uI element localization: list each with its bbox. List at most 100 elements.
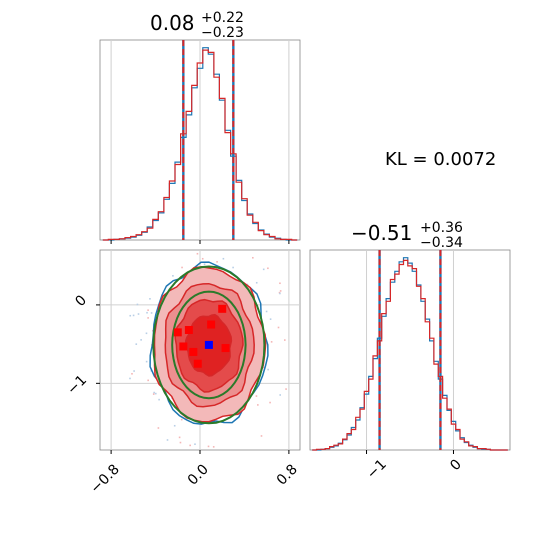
sample-point — [189, 444, 191, 447]
sample-point — [201, 257, 204, 260]
sample-marker — [193, 359, 202, 368]
sample-point — [147, 309, 149, 311]
sample-point — [267, 267, 269, 270]
panel-bottom-left-markers — [173, 304, 230, 368]
p1-title-lower: −0.23 — [201, 25, 244, 41]
sample-point — [267, 368, 269, 371]
panel-bottom-right-grid — [366, 250, 454, 450]
panel-top-left-quantile-lines — [182, 40, 235, 240]
p1-title-value: 0.08 — [150, 11, 195, 35]
sample-point — [212, 446, 215, 448]
bl-x-tick-label: −0.8 — [87, 462, 122, 497]
sample-point — [153, 391, 155, 394]
panel-bottom-right-title: −0.51 — [351, 221, 412, 245]
sample-point — [152, 393, 155, 395]
sample-marker — [179, 342, 188, 351]
sample-point — [263, 366, 265, 369]
sample-point — [146, 311, 148, 314]
sample-point — [149, 298, 151, 300]
sample-point — [232, 266, 234, 269]
panel-top-left-grid — [110, 40, 290, 240]
br-x-tick-label: −1 — [364, 457, 390, 483]
sample-point — [137, 313, 140, 315]
sample-point — [216, 261, 218, 263]
sample-point — [196, 252, 199, 255]
p2-title-value: −0.51 — [351, 221, 412, 245]
sample-point — [180, 418, 183, 421]
sample-point — [147, 317, 149, 319]
panel-top-left-histograms — [102, 47, 298, 241]
sample-point — [129, 314, 132, 317]
sample-point — [270, 341, 273, 343]
sample-marker — [218, 304, 227, 313]
sample-point — [178, 436, 181, 439]
sample-point — [285, 388, 287, 390]
sample-point — [252, 256, 254, 259]
bl-y-tick-label: 0 — [72, 292, 90, 310]
panel-bottom-left-contour — [96, 242, 301, 457]
sample-point — [278, 291, 281, 294]
sample-point — [194, 443, 196, 446]
panel-bottom-right-frame — [309, 249, 511, 451]
sample-point — [279, 282, 281, 285]
sample-point — [158, 398, 160, 401]
sample-point — [279, 394, 282, 396]
sample-point — [269, 318, 272, 320]
sample-point — [157, 427, 160, 429]
sample-point — [136, 303, 139, 306]
sample-point — [129, 377, 131, 380]
sample-point — [135, 343, 138, 345]
kl-annotation: KL = 0.0072 — [385, 149, 496, 170]
sample-marker — [221, 344, 230, 353]
sample-point — [228, 455, 230, 457]
sample-point — [132, 314, 135, 317]
br-x-tick-label: 0 — [447, 457, 465, 475]
sample-point — [179, 441, 182, 444]
sample-point — [166, 247, 168, 249]
sample-point — [207, 445, 210, 448]
contour-level — [152, 265, 266, 425]
sample-point — [145, 360, 148, 363]
sample-point — [279, 292, 281, 295]
bl-y-tick-label: −1 — [64, 372, 90, 398]
sample-point — [145, 332, 148, 335]
bl-x-tick-label: 0.0 — [185, 462, 212, 489]
sample-point — [269, 401, 271, 404]
sample-point — [154, 392, 157, 395]
sample-point — [277, 326, 280, 329]
p2-title-lower: −0.34 — [420, 235, 463, 251]
sample-point — [140, 339, 142, 341]
sample-point — [249, 242, 251, 244]
panel-top-left-ticks — [110, 240, 290, 244]
sample-point — [150, 312, 153, 314]
sample-point — [246, 283, 249, 286]
sample-point — [262, 268, 265, 271]
sample-point — [133, 370, 135, 372]
contour-level — [171, 290, 247, 400]
sample-point — [257, 404, 259, 406]
sample-point — [255, 395, 258, 397]
sample-point — [279, 290, 282, 292]
sample-point — [222, 257, 225, 260]
histogram-series-step — [102, 49, 298, 241]
true-value-marker — [204, 340, 213, 349]
sample-point — [166, 439, 169, 441]
sample-point — [255, 281, 258, 284]
panel-top-left-histogram — [99, 39, 301, 244]
sample-point — [283, 339, 286, 341]
panel-top-left-title: 0.08 — [150, 11, 195, 35]
panel-bottom-left-ticks — [96, 304, 290, 454]
sample-marker — [173, 328, 182, 337]
sample-point — [181, 266, 183, 269]
sample-point — [173, 424, 176, 427]
sample-point — [260, 435, 263, 437]
bl-x-tick-label: 0.8 — [274, 462, 301, 489]
sample-marker — [207, 320, 216, 329]
panel-bottom-right-ticks — [366, 450, 454, 454]
histogram-series-step — [312, 259, 508, 451]
p1-title-upper: +0.22 — [201, 10, 244, 26]
sample-point — [203, 263, 206, 266]
sample-point — [147, 379, 149, 382]
sample-marker — [189, 347, 198, 356]
